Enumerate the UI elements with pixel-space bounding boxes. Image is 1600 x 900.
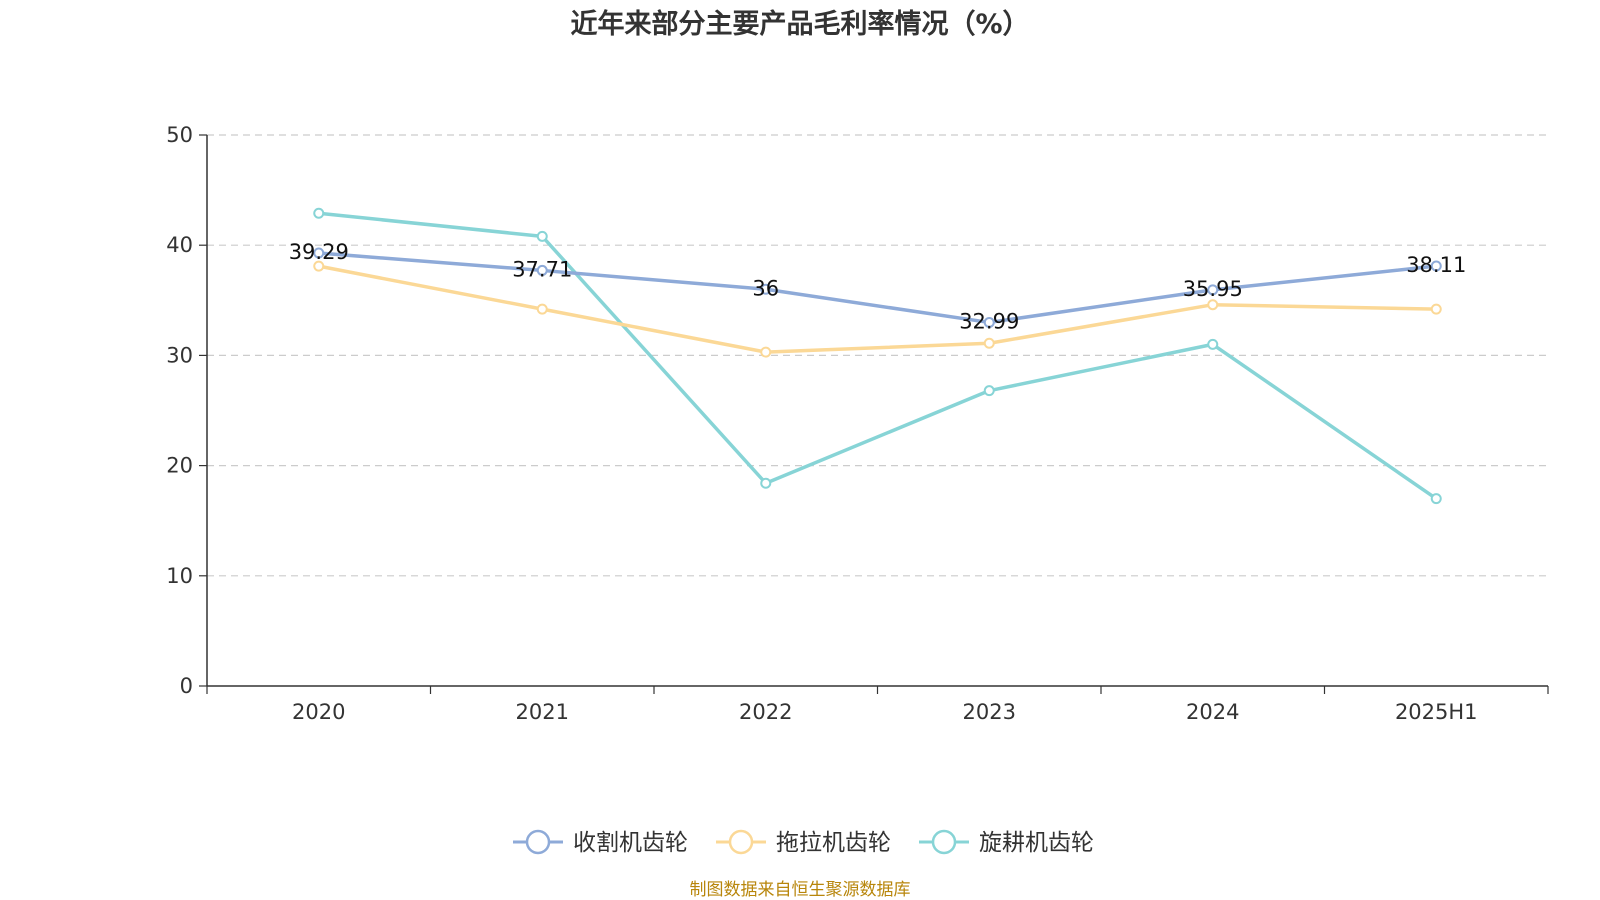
data-point	[1430, 303, 1442, 315]
data-label: 35.95	[1183, 277, 1243, 301]
y-tick-label: 40	[166, 233, 193, 257]
y-tick-label: 10	[166, 564, 193, 588]
y-tick-label: 50	[166, 123, 193, 147]
legend-marker	[931, 829, 957, 855]
y-tick-label: 20	[166, 454, 193, 478]
x-tick-label: 2024	[1186, 700, 1239, 724]
series-line	[317, 211, 1438, 501]
legend-item[interactable]: 旋耕机齿轮	[919, 829, 1094, 856]
data-label: 32.99	[959, 309, 1019, 333]
legend-item[interactable]: 拖拉机齿轮	[716, 829, 891, 856]
data-point	[760, 346, 772, 358]
data-point	[1207, 284, 1219, 296]
legend-label: 旋耕机齿轮	[979, 830, 1094, 856]
x-tick-label: 2021	[516, 700, 569, 724]
data-point	[1207, 338, 1219, 350]
data-label: 38.11	[1406, 253, 1466, 277]
x-tick-label: 2022	[739, 700, 792, 724]
data-point	[313, 247, 325, 259]
series-line	[317, 251, 1438, 325]
legend[interactable]: 收割机齿轮 拖拉机齿轮 旋耕机齿轮	[513, 829, 1094, 856]
data-label: 37.71	[512, 257, 572, 281]
grid-lines	[207, 134, 1548, 577]
data-point	[983, 316, 995, 328]
data-point	[760, 283, 772, 295]
x-tick-label: 2020	[292, 700, 345, 724]
data-point	[1430, 493, 1442, 505]
data-point	[1430, 260, 1442, 272]
data-point	[983, 385, 995, 397]
data-point	[313, 207, 325, 219]
source-note: 制图数据来自恒生聚源数据库	[690, 880, 911, 900]
data-label: 36	[752, 276, 779, 300]
y-tick-label: 30	[166, 343, 193, 367]
legend-label: 收割机齿轮	[573, 830, 688, 856]
y-tick-label: 0	[180, 674, 193, 698]
data-point	[760, 477, 772, 489]
legend-label: 拖拉机齿轮	[776, 830, 891, 856]
legend-marker	[525, 829, 551, 855]
legend-item[interactable]: 收割机齿轮	[513, 829, 688, 856]
series-lines	[313, 207, 1442, 505]
data-label: 39.29	[289, 240, 349, 264]
data-point	[313, 260, 325, 272]
data-point	[536, 230, 548, 242]
axes: 0 10 20 30 40 50 2020 2021 2022 2023 2024 2025H1	[166, 123, 1549, 724]
series-line	[317, 264, 1438, 354]
data-labels: 39.29 37.71 36 32.99 35.95 38.11	[289, 240, 1467, 333]
data-point	[536, 264, 548, 276]
chart-title: 近年来部分主要产品毛利率情况（%）	[570, 8, 1029, 40]
x-tick-label: 2025H1	[1395, 700, 1478, 724]
legend-marker	[728, 829, 754, 855]
data-point	[1207, 299, 1219, 311]
data-point	[536, 303, 548, 315]
x-tick-label: 2023	[963, 700, 1016, 724]
data-point	[983, 337, 995, 349]
